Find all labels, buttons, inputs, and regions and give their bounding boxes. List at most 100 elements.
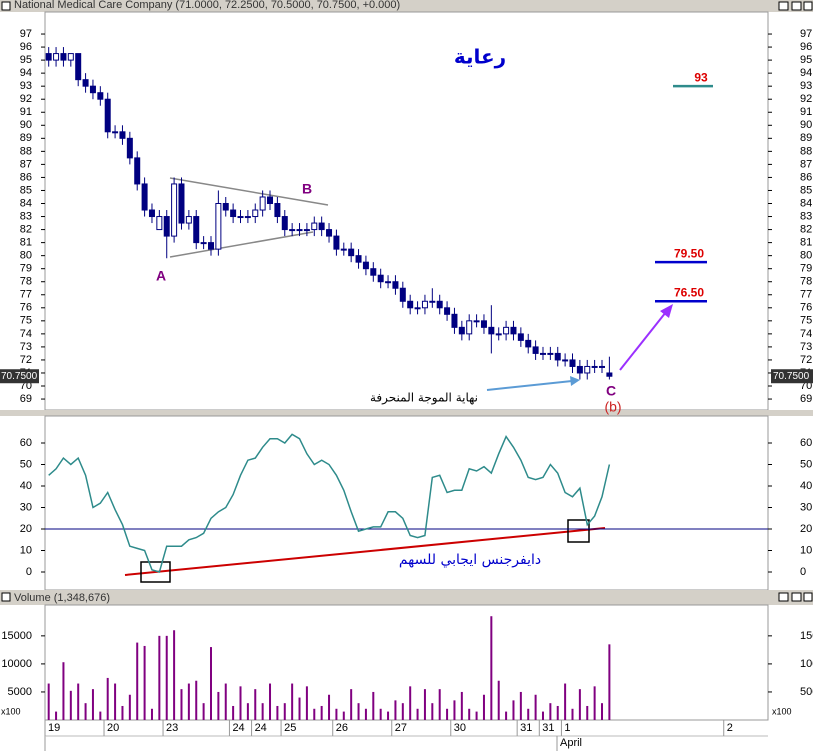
volume-bar: [217, 691, 220, 720]
candle-body: [554, 352, 561, 361]
y-tick-label: 72: [800, 354, 812, 366]
volume-bar: [387, 711, 390, 720]
candle-body: [82, 79, 89, 87]
candle-body: [156, 216, 163, 231]
candle-body: [274, 203, 281, 218]
y-tick-label: 88: [800, 145, 812, 157]
volume-bar: [460, 691, 463, 720]
x-tick-label: 2: [727, 722, 733, 734]
candle-body: [562, 359, 569, 362]
candle-body: [311, 222, 318, 231]
candle-body: [119, 131, 126, 139]
candle-body: [267, 196, 274, 205]
y-tick-label: 87: [800, 158, 812, 170]
candle-body: [480, 320, 487, 328]
restore-button[interactable]: [778, 1, 789, 11]
volume-bar: [283, 703, 286, 720]
candle-body: [407, 300, 414, 309]
scale-label: x100: [772, 706, 792, 716]
candle-body: [377, 274, 384, 283]
x-tick-label: 31: [520, 722, 532, 734]
volume-bar: [527, 708, 530, 720]
target-label: 79.50: [674, 246, 704, 260]
volume-bar: [608, 644, 611, 720]
chart-title: National Medical Care Company (71.0000, …: [14, 0, 400, 11]
y-tick-label: 93: [20, 80, 32, 92]
candle-body: [414, 307, 421, 310]
y-tick-label: 97: [20, 28, 32, 40]
candle-body: [510, 326, 517, 335]
y-tick-label: 50: [20, 458, 32, 470]
volume-bar: [165, 635, 168, 720]
candle-body: [392, 281, 399, 289]
volume-bar: [335, 708, 338, 720]
volume-bar: [121, 705, 124, 720]
volume-bar: [475, 711, 478, 720]
y-tick-label: 72: [20, 354, 32, 366]
candle-body: [222, 203, 229, 211]
y-tick-label: 20: [800, 523, 812, 535]
y-tick-label: 95: [800, 54, 812, 66]
y-tick-label: 69: [800, 393, 812, 405]
volume-bar: [416, 708, 419, 720]
restore-button[interactable]: [778, 592, 789, 602]
divergence-note: دايفرجنس ايجابي للسهم: [399, 552, 541, 568]
y-tick-label: 93: [800, 80, 812, 92]
volume-bar: [47, 683, 50, 720]
volume-bar: [261, 703, 264, 720]
candle-body: [547, 352, 554, 355]
window-icon: [1, 592, 11, 602]
candle-body: [296, 229, 303, 232]
y-tick-label: 90: [20, 119, 32, 131]
y-tick-label: 77: [800, 289, 812, 301]
volume-bar: [158, 635, 161, 720]
candle-body: [97, 92, 104, 100]
volume-bar: [482, 694, 485, 720]
x-tick-label: 20: [107, 722, 119, 734]
candle-body: [569, 359, 576, 367]
y-tick-label: 83: [800, 210, 812, 222]
candle-body: [466, 320, 473, 335]
close-button[interactable]: [803, 1, 813, 11]
y-tick-label: 78: [20, 276, 32, 288]
y-tick-label: 10: [20, 544, 32, 556]
y-tick-label: 96: [800, 41, 812, 53]
y-tick-label: 30: [800, 501, 812, 513]
volume-bar: [173, 630, 176, 720]
volume-bar: [453, 700, 456, 720]
candle-body: [200, 242, 207, 245]
close-button[interactable]: [803, 592, 813, 602]
last-price-box: [0, 369, 39, 384]
x-tick-label: 27: [395, 722, 407, 734]
candle-body: [244, 216, 251, 219]
x-tick-label: 24: [255, 722, 267, 734]
divergence-box: [140, 561, 171, 583]
y-tick-label: 81: [800, 237, 812, 249]
y-tick-label: 50: [800, 458, 812, 470]
divergence-line: [124, 527, 606, 576]
volume-bar: [136, 642, 139, 720]
candle-body: [576, 365, 583, 374]
candle-body: [429, 300, 436, 303]
triangle-line: [169, 231, 314, 258]
y-tick-label: 89: [20, 132, 32, 144]
y-tick-label: 76: [800, 302, 812, 314]
volume-bar: [556, 705, 559, 720]
volume-bar: [77, 683, 80, 720]
candle-body: [67, 53, 74, 61]
candle-body: [503, 326, 510, 335]
candle-body: [525, 339, 532, 348]
maximize-button[interactable]: [791, 592, 802, 602]
volume-bar: [276, 705, 279, 720]
candle-body: [185, 216, 192, 224]
note-arrowhead: [570, 376, 580, 386]
volume-bar: [497, 680, 500, 720]
maximize-button[interactable]: [791, 1, 802, 11]
y-tick-label: 84: [20, 197, 32, 209]
volume-bar: [313, 708, 316, 720]
volume-bar: [468, 708, 471, 720]
volume-title-bar: [0, 590, 813, 605]
candle-body: [318, 222, 325, 231]
volume-bar: [364, 708, 367, 720]
volume-bar: [305, 686, 308, 720]
